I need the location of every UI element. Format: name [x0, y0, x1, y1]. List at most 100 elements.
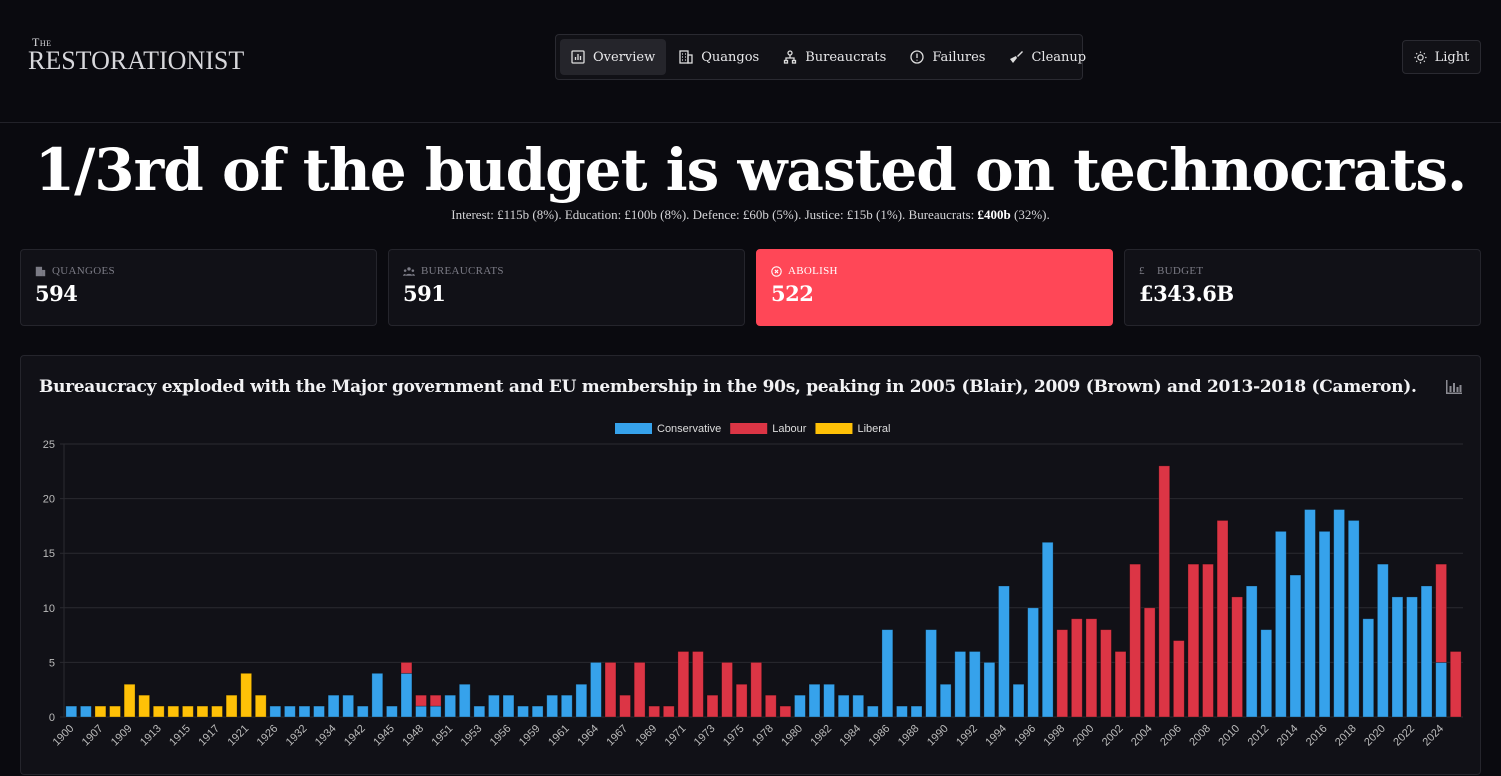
breakdown-text: Interest: £115b (8%). Education: £100b (… [451, 207, 978, 222]
bar-liberal-1916 [196, 705, 209, 718]
bar-labour-2001 [1100, 629, 1112, 718]
bar-labour-1967 [619, 694, 631, 718]
y-tick-label: 25 [43, 439, 55, 451]
bar-liberal-1914 [167, 705, 180, 718]
x-tick-label: 1975 [721, 723, 747, 749]
bar-labour-2006 [1172, 640, 1185, 718]
bar-conservative-1987 [896, 705, 908, 718]
pound-icon: £ [1139, 265, 1145, 277]
x-tick-label: 1948 [400, 723, 426, 749]
theme-toggle-label: Light [1434, 49, 1470, 65]
bar-conservative-1992 [968, 651, 981, 718]
x-tick-label: 1984 [838, 723, 864, 749]
bar-conservative-2017 [1333, 509, 1345, 718]
bar-conservative-2013 [1274, 530, 1287, 718]
bar-conservative-1945 [386, 705, 398, 718]
bar-conservative-1953 [473, 705, 486, 718]
bar-conservative-2018 [1347, 520, 1360, 718]
broom-icon [1010, 51, 1024, 63]
x-tick-label: 2008 [1187, 723, 1213, 749]
x-tick-label: 1953 [459, 723, 485, 749]
logo[interactable]: The Restorationist [28, 36, 244, 74]
x-tick-label: 1913 [138, 723, 164, 749]
bar-conservative-1963 [575, 683, 588, 718]
x-tick-label: 2012 [1246, 723, 1272, 749]
bar-labour-2008 [1202, 563, 1214, 718]
bar-conservative-1946 [400, 672, 413, 718]
bar-conservative-1982 [823, 683, 835, 718]
legend-swatch [815, 423, 853, 434]
stat-card-abolish: ABOLISH 522 [756, 249, 1113, 326]
bar-labour-1972 [692, 651, 704, 718]
bar-labour-1998 [1056, 629, 1069, 718]
stat-value: £343.6B [1139, 281, 1234, 306]
alert-circle-icon [910, 50, 924, 64]
theme-toggle-button[interactable]: Light [1402, 40, 1481, 74]
bar-liberal-1909 [123, 683, 136, 718]
nav-label: Failures [932, 49, 986, 65]
chart-title: Bureaucracy exploded with the Major gove… [39, 377, 1417, 397]
people-icon [403, 266, 415, 276]
bar-conservative-1984 [852, 694, 865, 718]
bar-conservative-1949 [429, 705, 442, 718]
bar-conservative-1989 [925, 629, 937, 718]
stat-value: 522 [771, 281, 814, 306]
bar-labour-1970 [662, 705, 675, 718]
x-tick-label: 2016 [1304, 723, 1330, 749]
bar-conservative-2023 [1420, 585, 1433, 718]
nav-bureaucrats[interactable]: Bureaucrats [772, 39, 897, 75]
headline: 1/3rd of the budget is wasted on technoc… [34, 136, 1467, 204]
x-tick-label: 1907 [80, 723, 106, 749]
main-nav: Overview Quangos Bureaucrats Failures Cl… [555, 34, 1086, 80]
bar-liberal-1921 [240, 672, 253, 718]
x-tick-label: 1921 [225, 723, 251, 749]
stat-label: QUANGOES [52, 265, 115, 277]
bar-conservative-1985 [866, 705, 879, 718]
bar-labour-2003 [1129, 563, 1141, 718]
stat-label: BUREAUCRATS [421, 265, 504, 277]
bar-labour-2004 [1143, 607, 1156, 718]
bar-chart-icon[interactable] [1446, 380, 1462, 394]
nav-cleanup[interactable]: Cleanup [998, 39, 1097, 75]
legend-swatch [730, 423, 768, 434]
bar-labour-1979 [779, 705, 792, 718]
y-tick-label: 20 [43, 494, 55, 506]
x-tick-label: 1967 [604, 723, 630, 749]
x-tick-label: 2018 [1333, 723, 1359, 749]
nav-overview[interactable]: Overview [560, 39, 667, 75]
x-tick-label: 2002 [1100, 723, 1126, 749]
x-tick-label: 1917 [196, 723, 222, 749]
x-tick-label: 2010 [1216, 723, 1242, 749]
bar-labour-1969 [648, 705, 661, 718]
nav-quangos[interactable]: Quangos [668, 39, 770, 75]
bar-conservative-1994 [998, 585, 1010, 718]
bar-liberal-1923 [254, 694, 267, 718]
x-tick-label: 1982 [808, 723, 834, 749]
bar-conservative-1944 [371, 672, 384, 718]
bar-labour-2024 [1435, 563, 1448, 663]
bar-liberal-1911 [138, 694, 151, 718]
nav-label: Cleanup [1031, 49, 1087, 65]
bar-conservative-1929 [284, 705, 296, 718]
bar-liberal-1908 [109, 705, 121, 718]
bar-conservative-2021 [1391, 596, 1404, 718]
x-tick-label: 1909 [109, 723, 135, 749]
bar-conservative-1932 [298, 705, 311, 718]
nav-failures[interactable]: Failures [899, 39, 996, 75]
bar-conservative-2014 [1289, 574, 1302, 718]
bar-conservative-1951 [444, 694, 457, 718]
bar-conservative-1991 [954, 651, 967, 718]
stat-card-bureaucrats: BUREAUCRATS 591 [388, 249, 745, 326]
building-icon [679, 50, 693, 64]
bar-labour-1978 [764, 694, 777, 718]
bar-labour-2010 [1231, 596, 1243, 718]
bar-conservative-1964 [590, 661, 602, 718]
bar-conservative-2024 [1435, 661, 1448, 718]
bar-labour-2025 [1449, 651, 1462, 718]
org-chart-icon [784, 50, 797, 64]
x-tick-label: 1964 [575, 723, 601, 749]
bar-conservative-1983 [837, 694, 850, 718]
stat-label: BUDGET [1157, 265, 1204, 277]
bar-conservative-1996 [1027, 607, 1039, 718]
